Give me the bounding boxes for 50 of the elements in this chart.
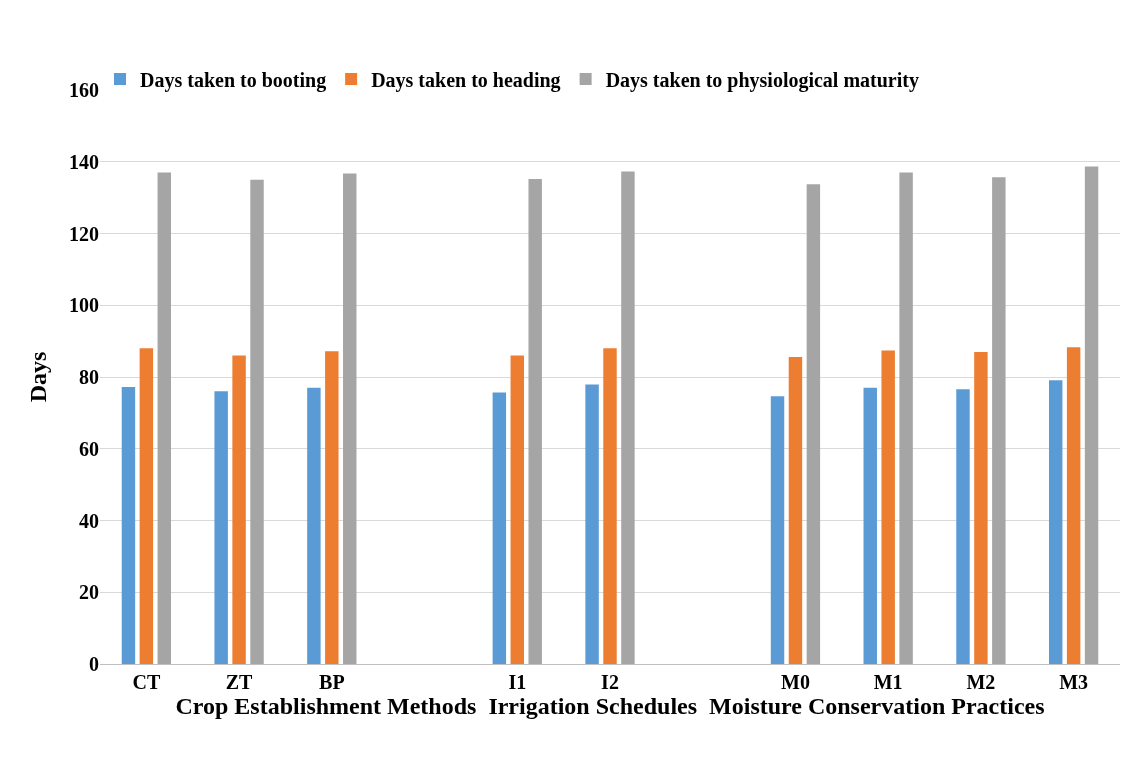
y-tick-label: 100 [69,294,99,317]
bar [1048,380,1063,664]
bar [343,173,357,664]
y-tick-label: 60 [79,437,99,460]
x-tick-label: ZT [225,671,254,693]
bar [992,177,1006,664]
x-axis-title: Crop Establishment Methods Irrigation Schedules Moisture Conservation Practices [175,693,1045,720]
y-tick-label: 0 [89,653,99,675]
x-tick-label: M3 [1059,671,1089,693]
bar [492,392,507,664]
bar [974,351,988,664]
bar [603,348,617,664]
y-tick-label: 120 [69,222,99,245]
x-tick-label: I1 [508,671,527,693]
bar [510,355,524,664]
y-tick-label: 160 [69,79,99,101]
x-tick-label: M0 [781,671,810,693]
y-tick-label: 40 [79,509,99,532]
bar [770,396,785,664]
bar [214,391,228,664]
legend-label: Days taken to heading [371,68,561,92]
bar [806,184,821,664]
bar [1066,347,1081,664]
legend-label: Days taken to physiological maturity [605,68,919,92]
x-tick-label: BP [319,671,345,693]
y-tick-label: 20 [79,581,99,604]
bar [325,351,339,664]
bar [621,171,635,664]
bar [139,348,154,664]
bar [250,179,264,664]
bar [899,172,913,664]
bar [863,387,877,664]
bar [232,355,246,664]
bar [585,384,599,664]
bar [157,172,172,664]
x-tick-label: CT [132,671,161,693]
bar [1084,166,1099,664]
bar [788,356,803,664]
bar [121,387,136,664]
y-tick-label: 140 [69,150,99,173]
bar [956,389,970,664]
bar [307,387,321,664]
y-tick-label: 80 [79,366,99,388]
x-tick-label: M2 [966,671,996,693]
x-tick-label: M1 [873,671,903,693]
bar [528,178,542,664]
x-tick-label: I2 [601,671,619,693]
bar [881,350,895,664]
legend-label: Days taken to booting [140,68,327,92]
y-axis-title: Days [25,351,52,403]
